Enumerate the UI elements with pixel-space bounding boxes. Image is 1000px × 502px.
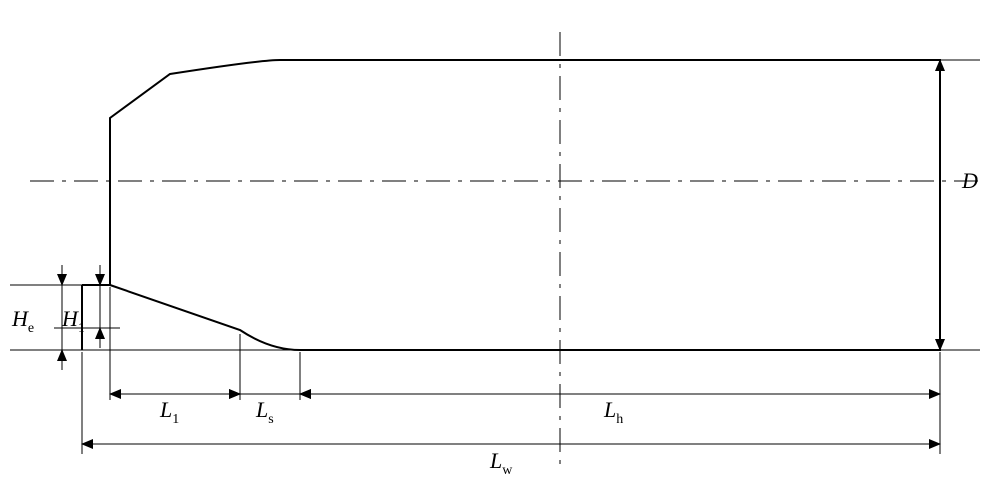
label-Ls: Ls [255,397,274,427]
label-Lh: Lh [603,397,623,427]
label-Lw: Lw [489,448,513,478]
extension-lines [10,60,980,454]
label-L1: L1 [159,397,179,427]
label-He: He [11,306,34,336]
dimensioned-hull-diagram: DHeH1L1LsLhLw [0,0,1000,502]
dimension-arrows [62,60,940,444]
centerlines [30,32,980,470]
label-D: D [961,168,978,193]
hull-outline [82,60,940,350]
dimension-labels: DHeH1L1LsLhLw [11,168,978,478]
